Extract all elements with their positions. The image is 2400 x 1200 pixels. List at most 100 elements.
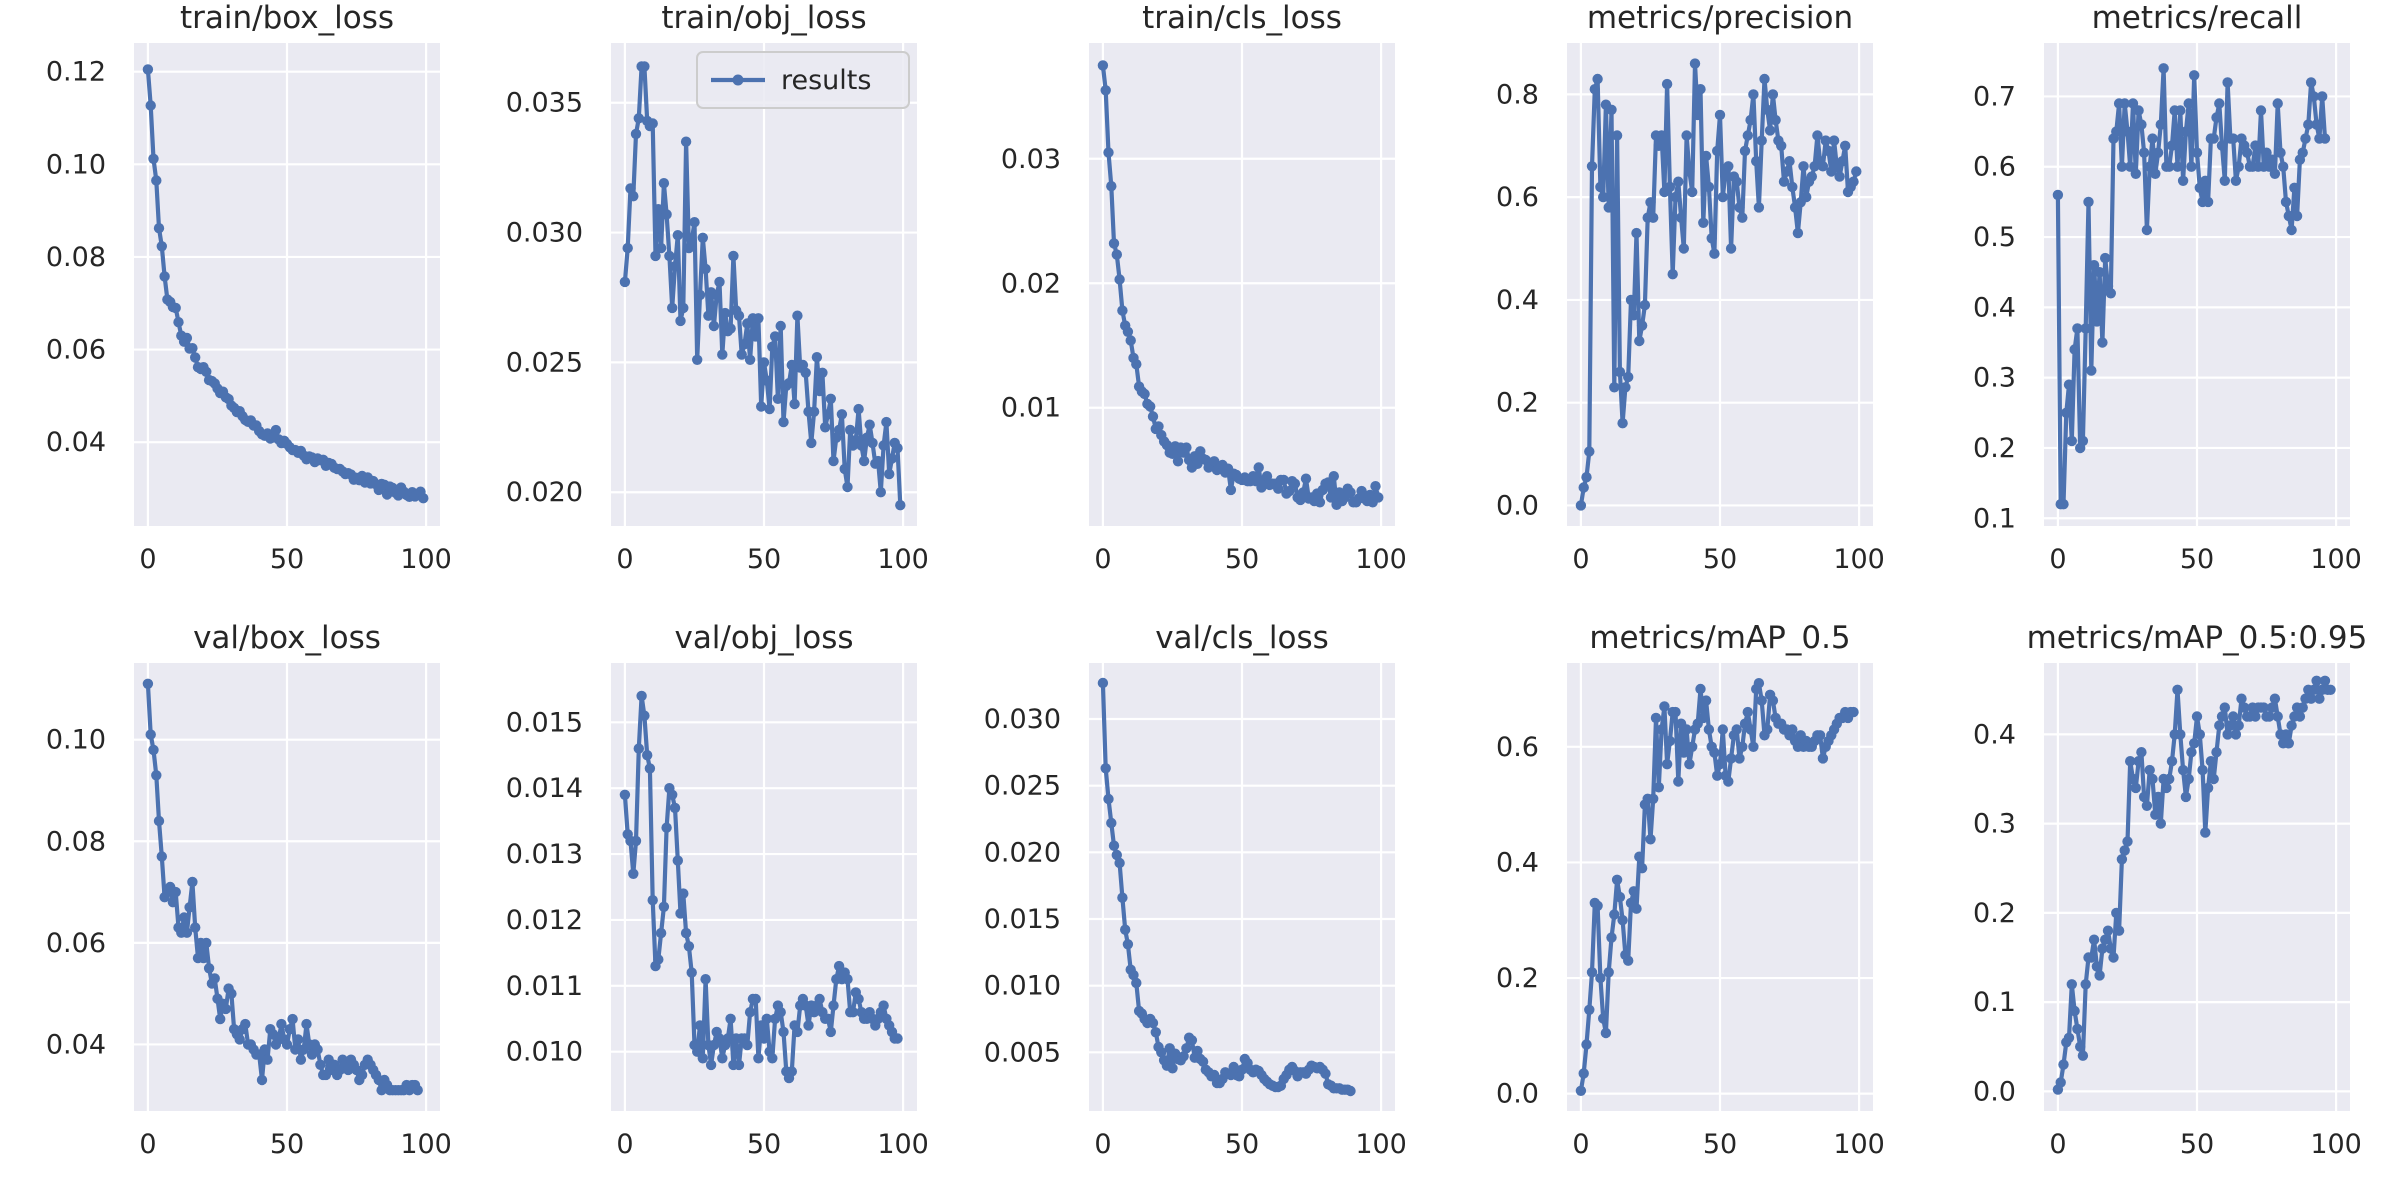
data-point [2144,161,2155,172]
data-point [647,895,658,906]
data-point [145,729,156,740]
data-point [2116,854,2128,865]
data-point [1725,243,1737,254]
y-tick-label: 0.06 [46,335,106,366]
data-point [1781,166,1793,177]
x-tick-label: 0 [1094,544,1111,575]
data-point [697,1053,708,1064]
legend-box [696,51,910,109]
data-point [1681,130,1692,141]
x-tick-label: 0 [139,544,156,575]
data-point [753,1053,764,1064]
y-tick-label: 0.7 [1973,81,2016,112]
data-point [2194,729,2205,740]
data-point [198,952,209,964]
y-tick-label: 0.04 [46,1029,106,1060]
data-point [1684,166,1695,177]
subplot-title: train/cls_loss [1142,0,1342,36]
data-point [2141,224,2153,236]
data-point [2308,684,2319,695]
data-point [2230,175,2242,186]
data-point [2164,161,2175,172]
x-tick-label: 50 [1225,1129,1259,1160]
data-point [2236,693,2247,704]
data-point [689,217,700,228]
data-point [2180,791,2192,803]
data-point [1623,371,1634,383]
data-point [2317,91,2328,102]
data-point [2194,182,2205,193]
subplot: 0 50 100 0.0 0.2 0.4 0.6 0.8 metrics/precision [1496,0,1885,575]
data-point [708,320,720,332]
data-point [2297,147,2308,158]
data-point [2228,133,2239,144]
data-point [822,409,834,420]
data-point [2230,729,2242,740]
data-point [1756,695,1767,706]
y-tick-label: 0.005 [984,1037,1061,1068]
data-point [159,271,170,282]
data-point [1586,161,1598,172]
data-point [1764,125,1776,136]
data-point [1603,967,1614,978]
data-point [1664,735,1676,747]
data-point [1714,759,1726,770]
data-point [2266,702,2278,713]
data-point [2222,729,2233,740]
data-point [1634,335,1645,347]
data-point [1848,706,1859,718]
data-point [181,332,193,344]
data-point [2305,693,2317,704]
y-tick-label: 0.6 [1973,152,2016,183]
data-point [2155,818,2166,829]
data-point [2216,140,2228,151]
subplot: 0 50 100 0.04 0.06 0.08 0.10 0.12 train/box_loss [46,0,452,575]
data-point [633,113,644,124]
data-point [295,1054,307,1065]
data-point [1598,1013,1609,1024]
data-point [1731,724,1742,735]
data-point [1661,78,1673,90]
data-point [2136,747,2147,758]
y-tick-label: 0.010 [506,1037,583,1068]
data-point [1611,874,1623,885]
x-tick-label: 100 [877,1129,929,1160]
data-point [156,851,167,862]
data-point [1631,227,1642,239]
data-point [1145,401,1156,412]
data-point [170,886,181,898]
data-point [259,1044,270,1055]
data-point [1837,156,1848,167]
data-point [2266,154,2278,165]
data-point [1678,747,1690,758]
y-tick-label: 0.010 [984,971,1061,1002]
data-point [733,1059,745,1071]
data-point [1609,909,1620,920]
data-point [2280,729,2292,740]
data-point [783,378,795,389]
data-point [1284,485,1295,497]
data-point [820,422,831,433]
data-point [226,988,237,999]
data-point [2286,720,2297,731]
data-point [1131,977,1142,989]
data-point [1648,793,1659,804]
data-point [209,973,220,984]
data-point [875,487,886,498]
data-point [672,230,683,241]
y-tick-label: 0.020 [984,837,1061,868]
data-point [667,789,678,800]
data-point [669,261,681,272]
data-point [2211,747,2222,758]
data-point [2205,756,2217,767]
data-point [1648,212,1659,223]
data-point [262,1054,273,1065]
x-tick-label: 100 [2310,1129,2362,1160]
data-point [758,1033,770,1044]
data-point [1695,84,1706,95]
data-point [2264,711,2275,722]
data-point [1370,481,1381,492]
data-point [1723,161,1734,172]
y-tick-label: 0.0 [1496,490,1539,521]
data-point [833,424,845,436]
